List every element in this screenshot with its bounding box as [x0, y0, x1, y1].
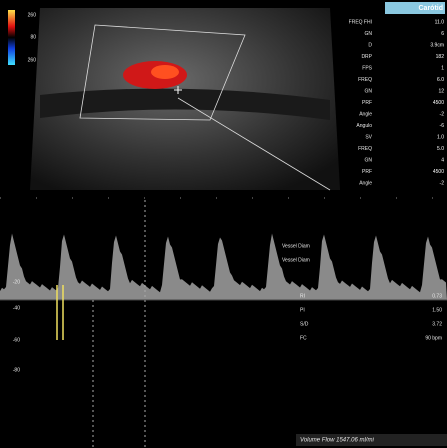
- color-bar: [8, 10, 15, 65]
- scale-label: -80: [13, 367, 20, 373]
- param-value: 1.0: [437, 134, 444, 140]
- vessel-label: Vessel Diam: [282, 257, 310, 263]
- scale-label: -60: [13, 337, 20, 343]
- measure-value: 90 bpm: [425, 335, 442, 341]
- param-label: Angulo: [356, 123, 372, 129]
- scale-label: 80: [30, 34, 36, 40]
- scale-label: -20: [13, 279, 20, 285]
- measure-value: 3.72: [432, 321, 442, 327]
- param-value: -6: [440, 123, 445, 129]
- param-value: -2: [440, 180, 445, 186]
- measure-label: FC: [300, 335, 307, 341]
- param-value: -2: [440, 111, 445, 117]
- param-label: DRP: [361, 54, 372, 60]
- vessel-label: Vessel Diam: [282, 243, 310, 249]
- param-value: 4500: [433, 100, 444, 106]
- param-label: GN: [365, 31, 373, 37]
- volume-flow: Volume Flow 1547.06 ml/mi: [300, 438, 374, 444]
- scale-label: 260: [28, 57, 37, 63]
- param-label: FREQ FHI: [349, 19, 372, 25]
- measure-value: 1.50: [432, 307, 442, 313]
- param-value: 4: [441, 157, 444, 163]
- measure-value: 0.73: [432, 293, 442, 299]
- param-label: FREQ: [358, 146, 372, 152]
- param-label: GN: [365, 88, 373, 94]
- param-label: PRF: [362, 100, 372, 106]
- scale-label: -40: [13, 305, 20, 311]
- color-flow-core: [151, 65, 179, 79]
- param-value: 3.9cm: [430, 42, 444, 48]
- param-label: D: [368, 42, 372, 48]
- param-value: 6.0: [437, 77, 444, 83]
- param-value: 182: [436, 54, 445, 60]
- param-label: Angle: [359, 180, 372, 186]
- param-value: 4500: [433, 169, 444, 175]
- param-label: GN: [365, 157, 373, 163]
- param-label: PRF: [362, 169, 372, 175]
- measure-label: S/D: [300, 321, 309, 327]
- preset-title: Carótid: [419, 5, 444, 12]
- measure-label: RI: [300, 293, 305, 299]
- scale-label: 260: [28, 12, 37, 18]
- param-label: FREQ: [358, 77, 372, 83]
- param-value: 6: [441, 31, 444, 37]
- param-value: 12: [438, 88, 444, 94]
- ultrasound-screen: 260 80 260 Carótid FREQ FHI11.0GN6D3.9cm…: [0, 0, 447, 448]
- measure-label: PI: [300, 307, 305, 313]
- param-label: FPS: [362, 65, 372, 71]
- param-value: 5.0: [437, 146, 444, 152]
- param-label: SV: [365, 134, 372, 140]
- param-value: 11.0: [435, 19, 445, 25]
- param-label: Angle: [359, 111, 372, 117]
- param-value: 1: [441, 65, 444, 71]
